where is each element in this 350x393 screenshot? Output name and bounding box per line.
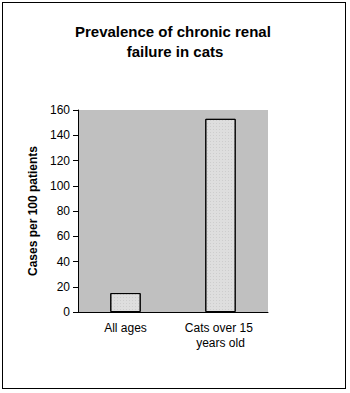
svg-text:0: 0	[63, 305, 70, 319]
svg-text:failure in cats: failure in cats	[127, 43, 224, 60]
svg-text:years old: years old	[196, 336, 245, 350]
svg-text:Cats over 15: Cats over 15	[185, 321, 256, 335]
svg-text:Prevalence of chronic renal: Prevalence of chronic renal	[75, 23, 275, 40]
svg-text:40: 40	[57, 255, 71, 269]
svg-text:Cases per 100 patients: Cases per 100 patients	[26, 146, 40, 276]
svg-text:All ages: All ages	[104, 321, 147, 335]
svg-text:20: 20	[57, 280, 71, 294]
svg-text:60: 60	[57, 229, 71, 243]
svg-text:140: 140	[50, 128, 70, 142]
svg-text:80: 80	[57, 204, 71, 218]
svg-text:160: 160	[50, 103, 70, 117]
svg-text:100: 100	[50, 179, 70, 193]
svg-text:120: 120	[50, 154, 70, 168]
